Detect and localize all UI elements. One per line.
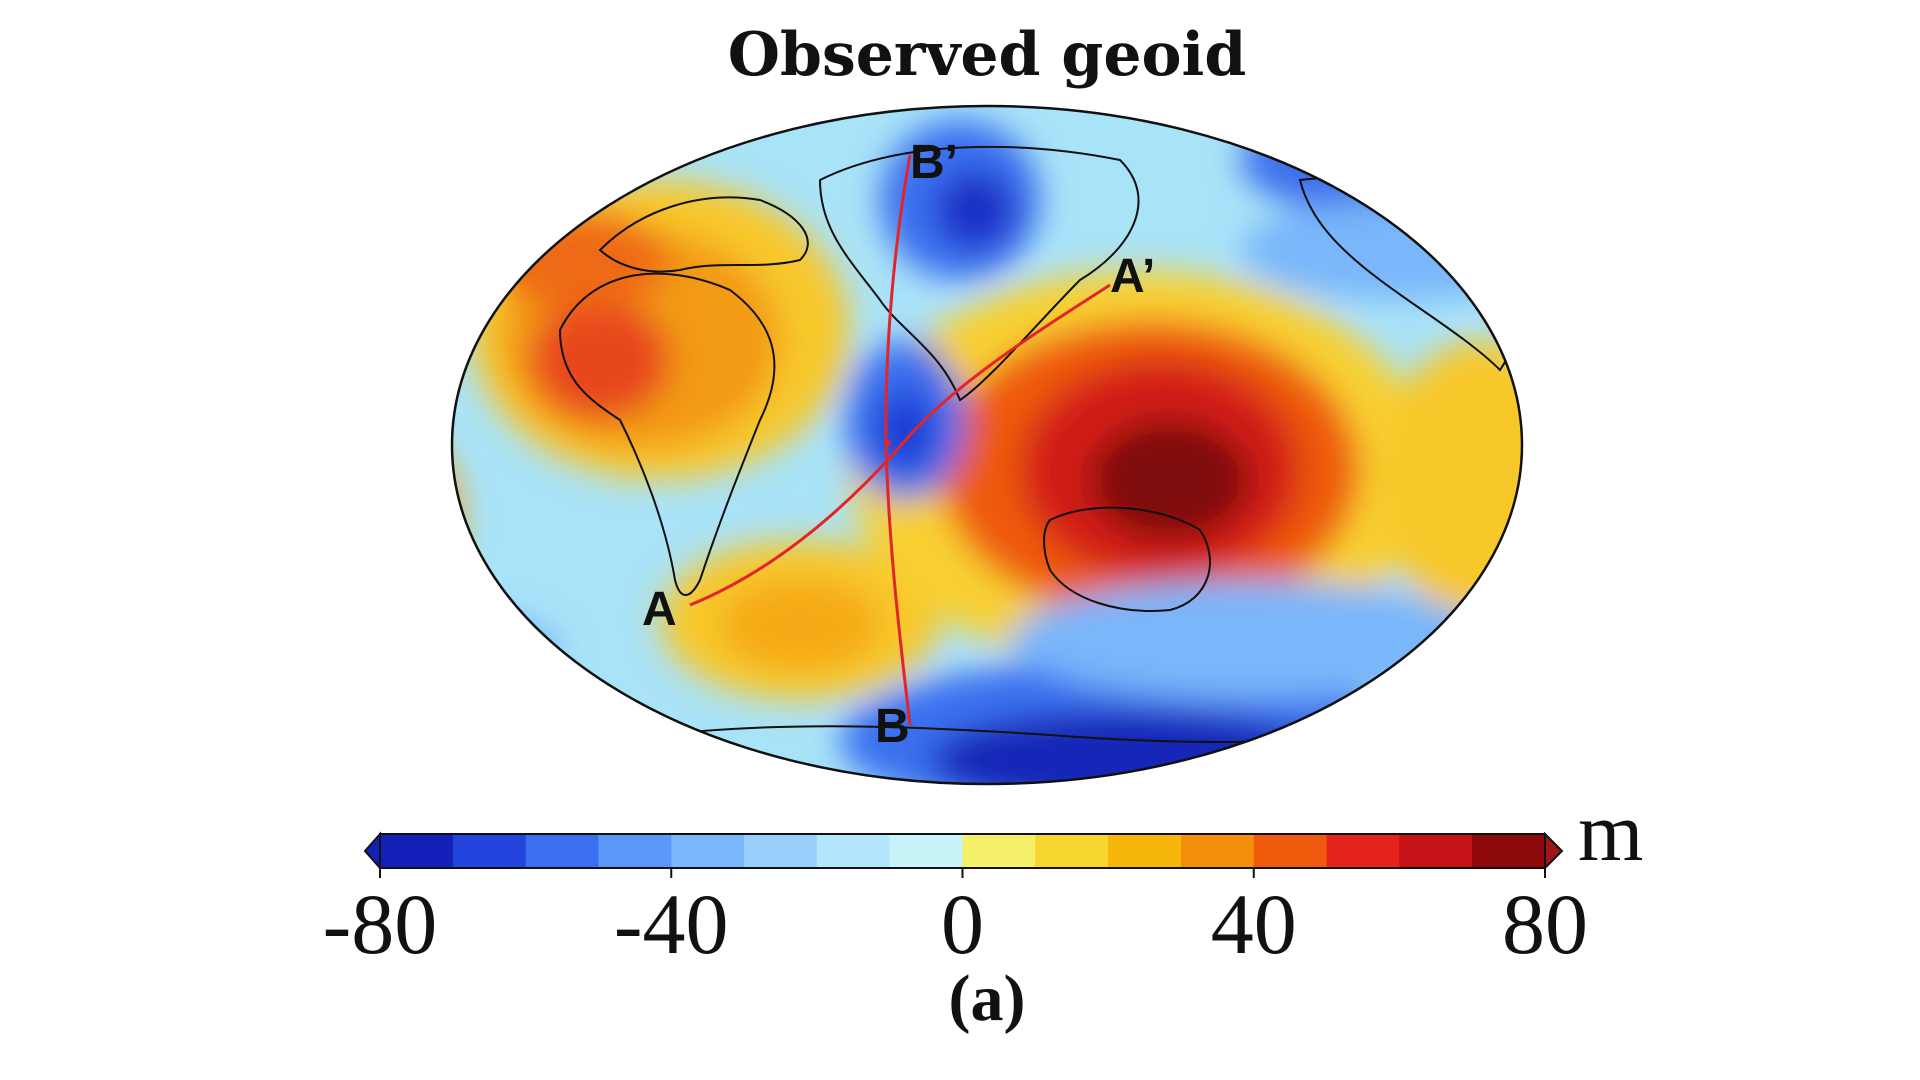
colorbar-segment — [1253, 834, 1328, 868]
colorbar-segment — [380, 834, 454, 868]
figure-title: Observed geoid — [728, 20, 1247, 90]
colorbar-tick-label: -80 — [323, 876, 438, 972]
profile-label-a-prime: A’ — [1110, 250, 1155, 303]
anomaly-west-pacific-peak — [1090, 420, 1250, 540]
anomaly-antarctic-low-core — [930, 710, 1330, 784]
profile-intersection-marker — [885, 440, 891, 446]
anomaly-siberia-low-core — [935, 170, 1015, 250]
profile-label-b: B — [875, 700, 910, 753]
anomaly-indian-ocean-low-core — [875, 390, 935, 470]
geoid-map: A A’ B B’ — [305, 104, 1524, 786]
colorbar-tick-label: 0 — [941, 876, 984, 972]
anomaly-south-pacific-low — [1010, 580, 1490, 700]
panel-label: (a) — [949, 962, 1026, 1035]
anomaly-africa-high — [530, 300, 670, 420]
colorbar-segment — [889, 834, 963, 868]
globe-outline — [450, 104, 1524, 786]
coastline-africa — [558, 272, 776, 596]
coastline-australia — [1043, 506, 1211, 612]
colorbar-min-arrow — [363, 831, 381, 871]
coastline-europe — [598, 196, 809, 273]
colorbar-segment — [598, 834, 672, 868]
colorbar-segment — [1180, 834, 1255, 868]
profile-label-b-prime: B’ — [910, 136, 958, 189]
anomaly-south-america-core — [305, 455, 405, 565]
colorbar-ticks: -80 -40 0 40 80 — [323, 868, 1588, 972]
colorbar-segments — [380, 834, 1546, 868]
anomaly-south-america — [452, 410, 460, 630]
colorbar-max-arrow — [1544, 831, 1564, 871]
colorbar-segment — [1108, 834, 1182, 868]
coastline-asia — [818, 145, 1140, 402]
colorbar-segment — [452, 834, 527, 868]
colorbar-segment — [1035, 834, 1109, 868]
colorbar: -80 -40 0 40 80 m — [323, 786, 1644, 972]
profile-line-a-a-prime — [689, 283, 1111, 607]
colorbar-segment — [1399, 834, 1473, 868]
anomaly-north-pacific-low — [1240, 200, 1522, 300]
coastline-south-america — [308, 398, 440, 655]
colorbar-segment — [744, 834, 818, 868]
colorbar-segment — [962, 834, 1036, 868]
colorbar-segment — [1472, 834, 1546, 868]
colorbar-tick-label: 40 — [1211, 876, 1297, 972]
colorbar-segment — [1326, 834, 1400, 868]
anomaly-south-atlantic-core — [720, 580, 880, 670]
colorbar-segment — [671, 834, 745, 868]
anomaly-arctic-low — [1240, 106, 1522, 220]
colorbar-unit: m — [1578, 786, 1643, 879]
profile-line-b-b-prime — [884, 154, 912, 726]
colorbar-segment — [816, 834, 891, 868]
colorbar-segment — [525, 834, 599, 868]
profile-label-a: A — [642, 583, 677, 636]
colorbar-tick-label: 80 — [1502, 876, 1588, 972]
anomaly-east-pacific — [1380, 340, 1522, 620]
anomaly-east-atlantic-low — [452, 610, 560, 690]
colorbar-tick-label: -40 — [614, 876, 729, 972]
